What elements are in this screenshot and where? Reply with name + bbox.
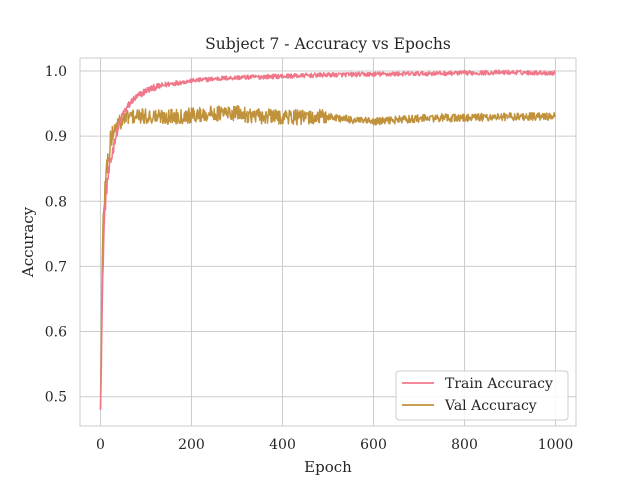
y-tick-label: 0.6 — [45, 325, 67, 341]
x-tick-label: 400 — [269, 437, 296, 453]
x-tick-labels: 0 200 400 600 800 1000 — [96, 437, 573, 453]
x-tick-label: 1000 — [538, 437, 574, 453]
y-tick-label: 0.7 — [45, 259, 67, 275]
x-tick-label: 800 — [451, 437, 478, 453]
y-tick-labels: 0.5 0.6 0.7 0.8 0.9 1.0 — [45, 64, 67, 406]
series-lines — [99, 69, 556, 410]
y-tick-label: 0.8 — [45, 194, 67, 210]
chart-title: Subject 7 - Accuracy vs Epochs — [205, 35, 451, 53]
plot-frame — [79, 57, 577, 427]
y-tick-label: 0.5 — [45, 390, 67, 406]
x-tick-label: 600 — [360, 437, 387, 453]
legend-box — [395, 370, 569, 421]
x-tick-label: 200 — [178, 437, 205, 453]
legend-train-label: Train Accuracy — [445, 376, 553, 392]
legend-val-label: Val Accuracy — [444, 398, 537, 414]
y-tick-label: 0.9 — [45, 129, 67, 145]
x-tick-label: 0 — [96, 437, 105, 453]
y-axis-label: Accuracy — [19, 206, 37, 278]
train-accuracy-line — [99, 69, 556, 410]
x-axis-label: Epoch — [304, 458, 352, 476]
legend: Train Accuracy Val Accuracy — [395, 370, 569, 421]
val-accuracy-line — [99, 104, 556, 410]
y-tick-label: 1.0 — [45, 64, 67, 80]
